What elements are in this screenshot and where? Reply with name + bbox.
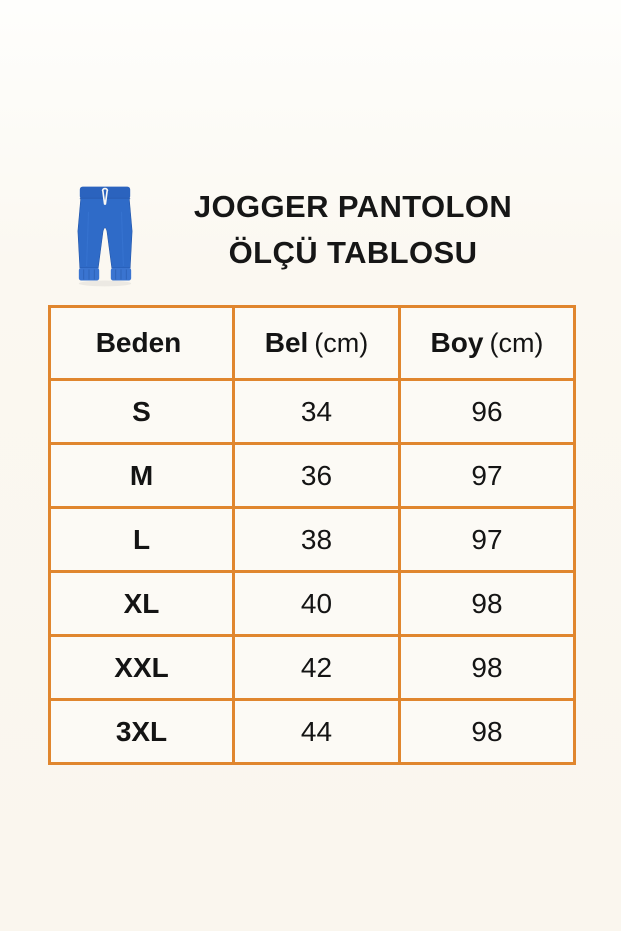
column-header-label: Beden [95, 327, 182, 358]
waist-cell: 40 [232, 570, 401, 637]
size-cell: XXL [48, 634, 235, 701]
table-header-row: Beden Bel (cm) Boy (cm) [48, 305, 576, 381]
size-cell: M [48, 442, 235, 509]
length-cell: 98 [398, 634, 576, 701]
column-header-bel: Bel (cm) [232, 305, 401, 381]
column-header-beden: Beden [48, 305, 235, 381]
length-cell: 97 [398, 506, 576, 573]
size-cell: XL [48, 570, 235, 637]
length-cell: 98 [398, 570, 576, 637]
waist-cell: 36 [232, 442, 401, 509]
page-title: JOGGER PANTOLON ÖLÇÜ TABLOSU [143, 184, 563, 276]
waist-cell: 44 [232, 698, 401, 765]
column-header-boy: Boy (cm) [398, 305, 576, 381]
column-header-label: Boy [430, 327, 484, 358]
table-row: L 38 97 [48, 506, 576, 573]
waist-cell: 42 [232, 634, 401, 701]
jogger-pants-icon [74, 182, 136, 288]
size-cell: S [48, 378, 235, 445]
page-title-line2: ÖLÇÜ TABLOSU [228, 235, 478, 270]
waist-cell: 38 [232, 506, 401, 573]
length-cell: 98 [398, 698, 576, 765]
table-row: XXL 42 98 [48, 634, 576, 701]
length-cell: 97 [398, 442, 576, 509]
table-row: M 36 97 [48, 442, 576, 509]
size-cell: L [48, 506, 235, 573]
column-header-unit: (cm) [489, 328, 544, 358]
waist-cell: 34 [232, 378, 401, 445]
length-cell: 96 [398, 378, 576, 445]
size-cell: 3XL [48, 698, 235, 765]
column-header-label: Bel [264, 327, 309, 358]
table-row: 3XL 44 98 [48, 698, 576, 765]
table-row: S 34 96 [48, 378, 576, 445]
jogger-pants-svg [77, 186, 133, 287]
table-row: XL 40 98 [48, 570, 576, 637]
page-title-line1: JOGGER PANTOLON [193, 189, 513, 224]
size-table: Beden Bel (cm) Boy (cm) S 34 96 M 36 97 L … [48, 305, 576, 765]
column-header-unit: (cm) [314, 328, 369, 358]
